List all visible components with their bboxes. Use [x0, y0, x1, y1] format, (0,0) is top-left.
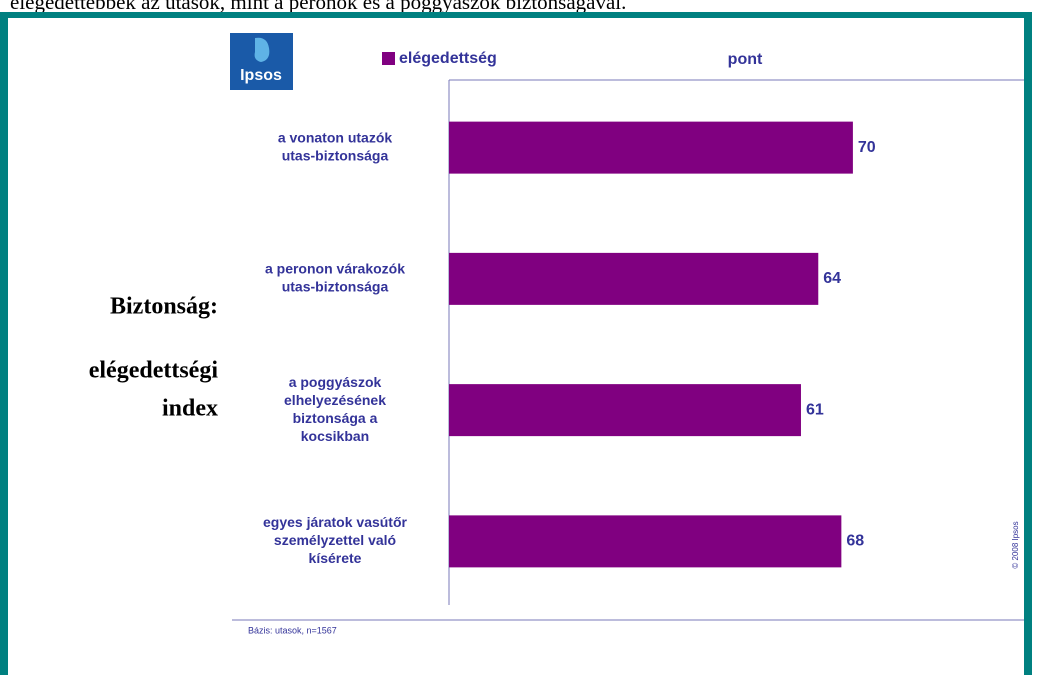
bar [449, 515, 842, 568]
category-label: a peronon várakozók [265, 261, 405, 277]
logo: Ipsos [230, 33, 293, 90]
content-area [8, 18, 1024, 675]
category-label: utas-biztonsága [282, 279, 389, 295]
value-label: 61 [806, 401, 824, 418]
category-label: elhelyezésének [284, 392, 386, 408]
category-label: a vonaton utazók [278, 129, 393, 145]
legend-label: elégedettség [399, 50, 497, 67]
side-title: elégedettségi [89, 358, 219, 384]
category-label: utas-biztonsága [282, 147, 389, 163]
category-label: egyes járatok vasútőr [263, 514, 408, 530]
axis-label: pont [728, 51, 763, 68]
bar [449, 121, 853, 174]
footnote: Bázis: utasok, n=1567 [248, 625, 337, 635]
value-label: 70 [858, 139, 876, 156]
logo-text: Ipsos [240, 67, 282, 84]
side-title: index [162, 396, 218, 422]
header-text: elégedettebbek az utasok, mint a peronok… [10, 0, 626, 14]
logo-shape [254, 37, 270, 62]
value-label: 68 [846, 533, 864, 550]
value-label: 64 [823, 270, 841, 287]
bar [449, 384, 801, 437]
category-label: biztonsága a [293, 410, 378, 426]
category-label: személyzettel való [274, 532, 396, 548]
side-title: Biztonság: [110, 294, 218, 320]
legend-swatch [382, 52, 395, 65]
category-label: a poggyászok [289, 374, 382, 390]
copyright: © 2008 Ipsos [1011, 521, 1020, 568]
bar [449, 252, 819, 305]
category-label: kocsikban [301, 428, 369, 444]
category-label: kísérete [309, 550, 362, 566]
